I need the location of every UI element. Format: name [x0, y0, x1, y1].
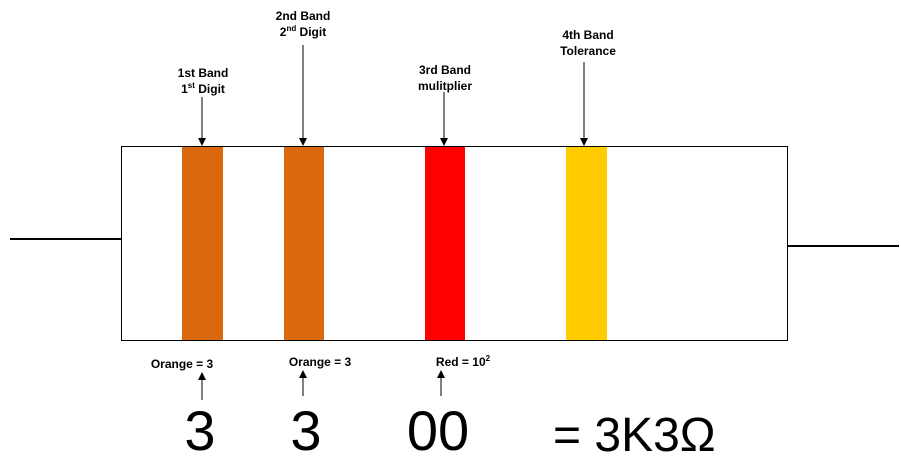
digit-3: 00	[406, 399, 470, 462]
band-3-label: 3rd Band mulitplier	[418, 62, 472, 94]
band-4-subtitle: Tolerance	[560, 44, 616, 58]
band-2-value: Orange = 3	[288, 355, 352, 369]
band-1-orange	[182, 147, 223, 340]
band-3-red	[425, 147, 465, 340]
band-1-subtitle: 1st Digit	[181, 81, 225, 97]
band-1-value: Orange = 3	[150, 357, 214, 371]
band-4-title: 4th Band	[562, 28, 614, 42]
band-2-label: 2nd Band 2nd Digit	[276, 8, 331, 40]
band-2-subtitle: 2nd Digit	[279, 24, 327, 40]
right-lead-wire	[788, 245, 899, 247]
resistor-body	[121, 146, 788, 341]
band-4-label: 4th Band Tolerance	[560, 27, 616, 59]
band-3-value: Red = 102	[435, 354, 491, 370]
band-2-orange	[284, 147, 324, 340]
left-lead-wire	[10, 238, 121, 240]
digit-2: 3	[290, 399, 322, 462]
band-3-subtitle: mulitplier	[417, 79, 473, 93]
result-value: = 3K3Ω	[553, 409, 716, 462]
band-3-title: 3rd Band	[418, 63, 472, 77]
band-1-title: 1st Band	[177, 66, 229, 80]
digit-1: 3	[184, 399, 216, 462]
band-1-label: 1st Band 1st Digit	[178, 65, 229, 97]
band-4-gold	[566, 147, 607, 340]
band-2-title: 2nd Band	[275, 9, 331, 23]
